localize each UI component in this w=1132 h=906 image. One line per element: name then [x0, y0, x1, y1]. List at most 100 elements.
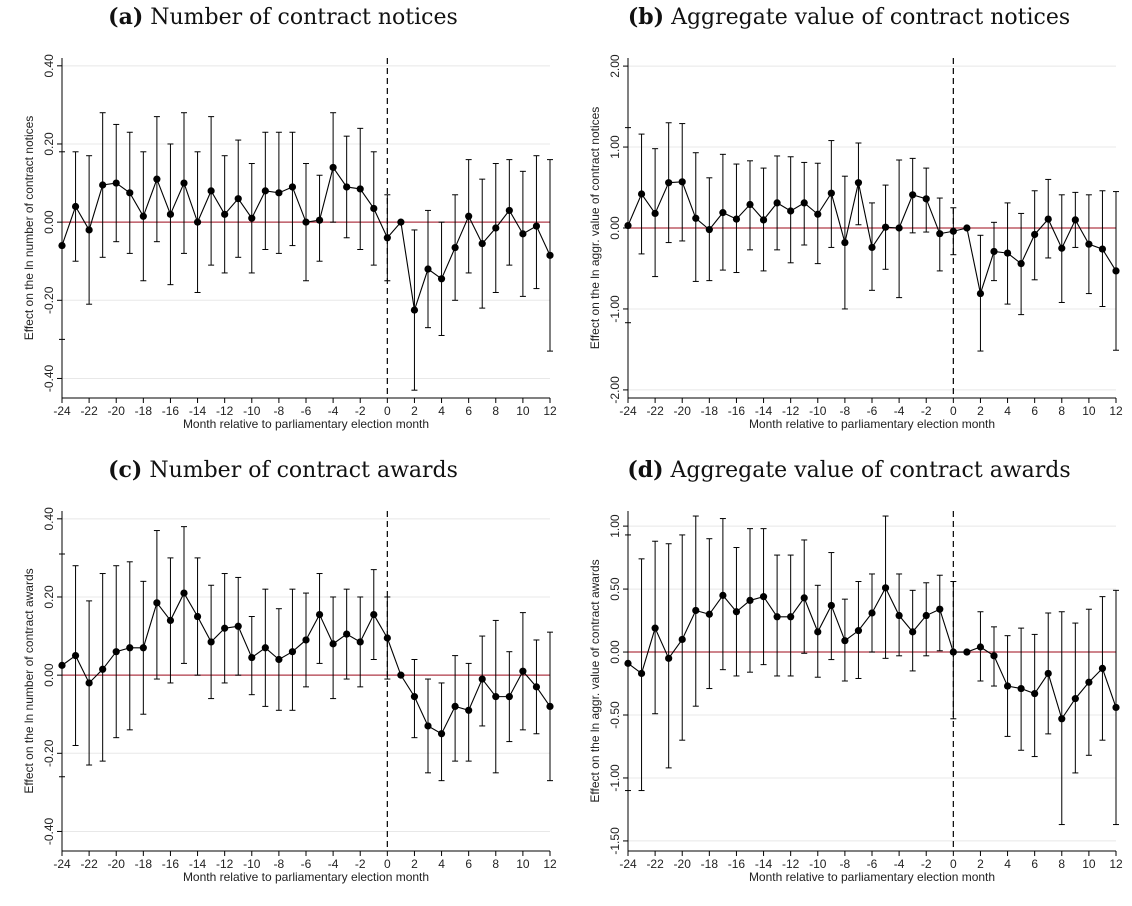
y-axis-label: Effect on the ln number of contract awar… — [22, 568, 36, 793]
x-tick-label: -4 — [894, 857, 905, 871]
panel-title: (a) Number of contract notices — [0, 4, 566, 30]
y-axis-label: Effect on the ln aggr. value of contract… — [588, 559, 602, 802]
x-tick-label: 4 — [1004, 857, 1011, 871]
data-point — [800, 199, 808, 207]
panel-title: (b) Aggregate value of contract notices — [566, 4, 1132, 30]
x-tick-label: -16 — [162, 857, 180, 871]
x-tick-label: 2 — [977, 857, 984, 871]
data-point — [478, 675, 486, 683]
data-point — [180, 589, 188, 597]
data-point — [261, 644, 269, 652]
x-axis-label: Month relative to parliamentary election… — [749, 417, 995, 431]
data-point — [532, 683, 541, 691]
data-point — [881, 223, 890, 231]
x-tick-label: -12 — [216, 857, 234, 871]
x-tick-label: 8 — [492, 857, 499, 871]
data-point — [492, 693, 500, 701]
y-tick-label: -0.50 — [608, 701, 622, 729]
x-tick-label: -24 — [53, 404, 71, 418]
x-tick-label: -18 — [135, 857, 153, 871]
x-tick-label: -10 — [809, 404, 827, 418]
data-point — [71, 651, 80, 660]
data-point — [180, 179, 188, 187]
x-tick-label: -2 — [355, 404, 366, 418]
x-tick-label: -12 — [782, 857, 800, 871]
data-point — [397, 671, 405, 679]
x-tick-label: 2 — [411, 857, 418, 871]
x-axis-label: Month relative to parliamentary election… — [749, 870, 995, 884]
data-point — [248, 653, 256, 662]
data-point — [451, 702, 459, 711]
data-point — [651, 209, 659, 218]
data-point — [437, 275, 446, 283]
data-point — [248, 214, 256, 222]
data-point — [665, 179, 673, 187]
x-tick-label: -14 — [189, 857, 207, 871]
data-point — [814, 210, 822, 218]
data-point — [275, 655, 283, 664]
data-point — [329, 640, 337, 648]
data-point — [99, 181, 107, 189]
data-point — [868, 243, 876, 252]
data-point — [370, 204, 378, 213]
data-point — [505, 206, 513, 215]
y-tick-label: -1.00 — [608, 295, 622, 323]
data-point — [315, 216, 324, 224]
data-point — [234, 622, 242, 630]
data-point — [1071, 216, 1079, 224]
y-tick-label: -0.20 — [42, 286, 56, 314]
data-point — [465, 706, 473, 714]
data-point — [787, 207, 795, 215]
data-point — [193, 218, 202, 226]
x-tick-label: -14 — [755, 404, 773, 418]
data-point — [732, 608, 741, 616]
data-point — [234, 195, 242, 203]
data-point — [854, 627, 863, 635]
panel-label: (a) — [108, 4, 144, 30]
x-tick-label: 2 — [977, 404, 984, 418]
data-point — [1098, 245, 1107, 253]
data-point — [112, 179, 120, 187]
data-point — [153, 175, 161, 183]
x-tick-label: 0 — [384, 404, 391, 418]
data-point — [451, 243, 459, 252]
panel-b: (b) Aggregate value of contract notices … — [566, 0, 1132, 453]
panel-title: (d) Aggregate value of contract awards — [566, 457, 1132, 483]
data-point — [624, 221, 632, 230]
data-point — [343, 183, 351, 191]
x-tick-label: 8 — [1058, 404, 1065, 418]
data-point — [193, 612, 202, 621]
data-point — [126, 189, 134, 197]
x-tick-label: 0 — [950, 857, 957, 871]
x-tick-label: 6 — [1031, 404, 1038, 418]
x-tick-label: 6 — [465, 404, 472, 418]
data-point — [1085, 678, 1093, 686]
x-tick-label: -20 — [674, 857, 692, 871]
data-point — [1058, 715, 1066, 723]
x-tick-label: -8 — [840, 857, 851, 871]
x-tick-label: -24 — [619, 857, 637, 871]
chart-d: -1.50-1.00-0.500.000.501.00-24 -22 -20 -18-… — [588, 511, 1123, 884]
data-point — [139, 644, 147, 652]
data-point — [492, 224, 500, 232]
data-point — [759, 593, 768, 601]
data-point — [773, 199, 781, 207]
data-point — [936, 230, 944, 238]
data-point — [1058, 244, 1066, 252]
data-point — [1003, 682, 1012, 690]
x-tick-label: -18 — [701, 404, 719, 418]
y-tick-label: 2.00 — [608, 54, 622, 78]
data-point — [692, 606, 700, 615]
x-tick-label: -6 — [301, 404, 312, 418]
data-point — [71, 202, 80, 211]
x-tick-label: -8 — [274, 404, 285, 418]
x-tick-label: -20 — [674, 404, 692, 418]
data-point — [732, 215, 741, 223]
chart-title: Number of contract awards — [149, 458, 458, 483]
data-point — [410, 306, 419, 314]
data-point — [1071, 695, 1079, 703]
x-tick-label: 8 — [492, 404, 499, 418]
panel-a: (a) Number of contract notices -0.40 -0.2… — [0, 0, 566, 453]
x-tick-label: 4 — [1004, 404, 1011, 418]
x-tick-label: -8 — [274, 857, 285, 871]
